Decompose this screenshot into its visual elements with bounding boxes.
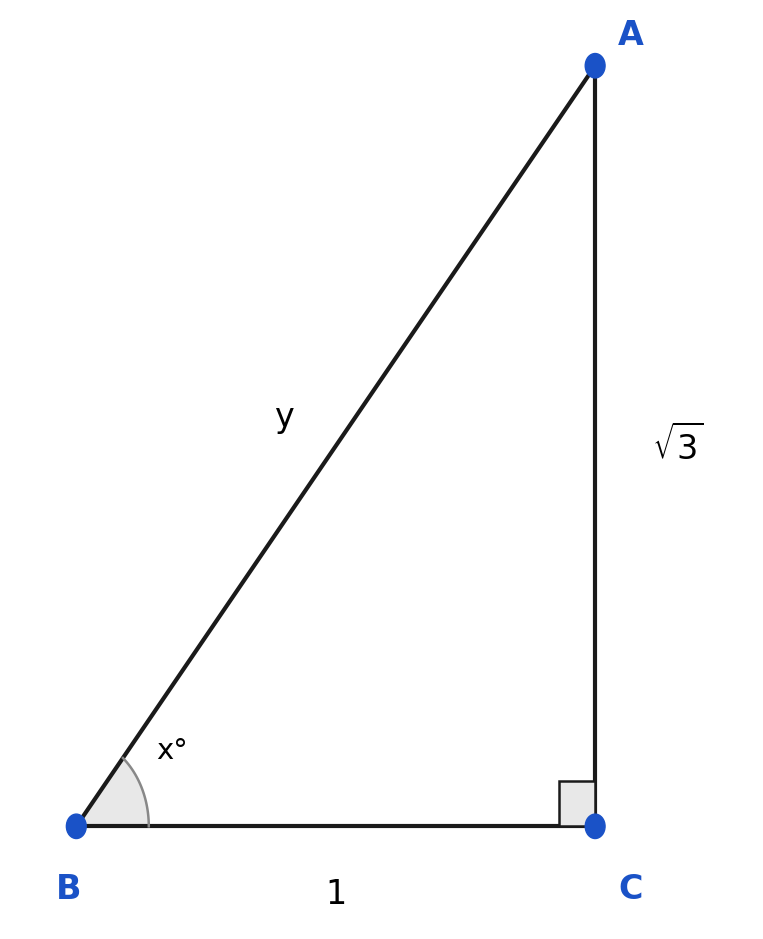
Text: B: B [56,873,82,906]
Polygon shape [559,781,595,826]
Circle shape [66,814,86,839]
Text: C: C [618,873,642,906]
Circle shape [585,54,605,78]
Polygon shape [76,758,149,826]
Text: 1: 1 [325,878,346,911]
Text: $\sqrt{3}$: $\sqrt{3}$ [652,425,704,467]
Text: x°: x° [156,737,188,765]
Text: A: A [618,19,644,52]
Text: y: y [274,401,294,435]
Circle shape [585,814,605,839]
